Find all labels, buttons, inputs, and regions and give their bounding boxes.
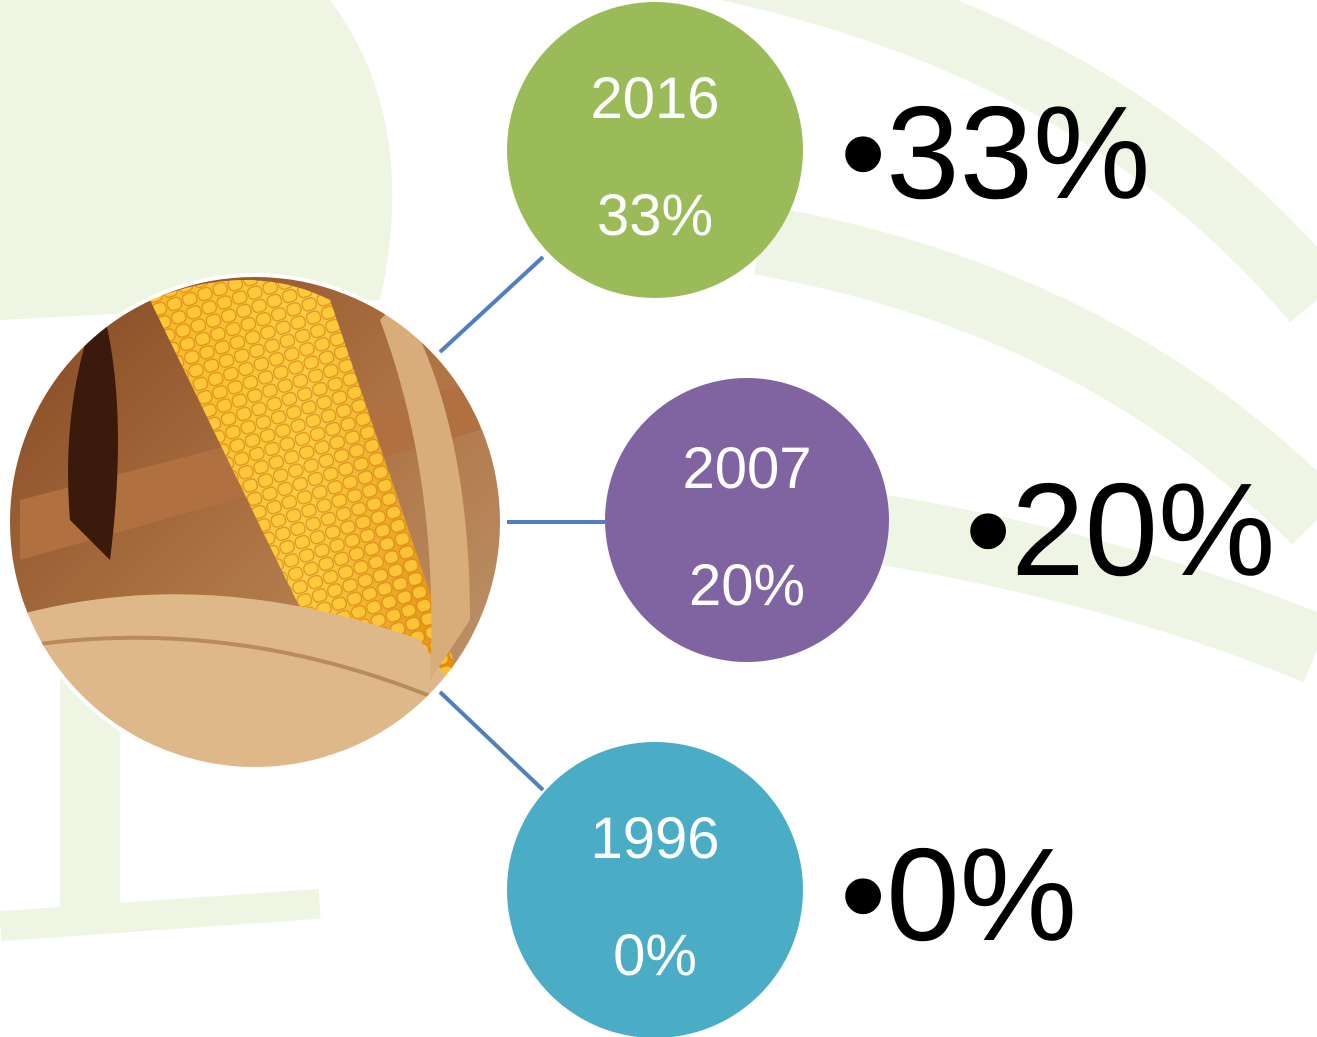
bullet-text: 20% [1011,456,1275,603]
bullet-text: 33% [886,79,1150,226]
bullet-item: •20% [965,456,1275,603]
node-percent: 20% [689,553,805,618]
node-year: 2007 [682,436,811,501]
node-percent: 33% [597,183,713,248]
node-year: 1996 [590,806,719,871]
node-year: 2016 [590,66,719,131]
page: {"nodes": [ {"year": "2016", "label": "3… [0,0,1317,1037]
node-circle [605,378,889,662]
node-circle [507,742,803,1037]
bullet-text: 0% [886,821,1077,968]
bullet-dot: • [840,79,886,226]
node-percent: 0% [613,923,697,988]
bullet-item: •33% [840,79,1150,226]
bullet-dot: • [965,456,1011,603]
bullet-item: •0% [840,821,1077,968]
node-circle [507,2,803,298]
slide: 201633%•33%200720%•20%19960%•0% [0,0,1317,1037]
bullet-dot: • [840,821,886,968]
